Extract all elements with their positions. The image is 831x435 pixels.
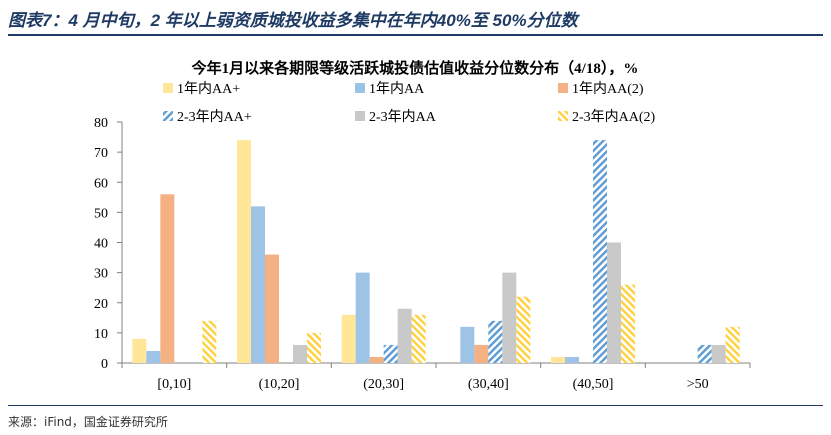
bar bbox=[265, 254, 279, 363]
legend-label: 2-3年内AA bbox=[369, 109, 437, 125]
bars bbox=[132, 140, 740, 363]
legend-label: 1年内AA+ bbox=[177, 81, 240, 97]
chart-title: 今年1月以来各期限等级活跃城投债估值收益分位数分布（4/18），% bbox=[191, 59, 639, 77]
y-tick-label: 30 bbox=[94, 267, 108, 282]
bar bbox=[160, 194, 175, 363]
bar bbox=[711, 344, 726, 363]
y-tick-label: 20 bbox=[94, 297, 108, 312]
bar bbox=[251, 206, 265, 363]
legend-label: 2-3年内AA+ bbox=[177, 109, 252, 125]
bar bbox=[516, 296, 531, 363]
figure-title: 图表7：4 月中旬，2 年以上弱资质城投收益多集中在年内40%至 50%分位数 bbox=[8, 11, 578, 30]
legend-swatch bbox=[355, 83, 365, 93]
bar bbox=[146, 350, 161, 363]
bar bbox=[383, 344, 398, 363]
bar bbox=[460, 326, 475, 363]
bar bbox=[474, 344, 489, 363]
x-tick-label: (30,40] bbox=[468, 377, 509, 392]
y-tick-label: 40 bbox=[94, 237, 108, 252]
bar bbox=[502, 272, 517, 363]
legend-swatch bbox=[163, 111, 173, 121]
y-tick-label: 70 bbox=[94, 146, 108, 161]
legend-swatch bbox=[163, 83, 173, 93]
bar bbox=[697, 344, 712, 363]
legend-swatch bbox=[355, 111, 365, 121]
footer-rule bbox=[8, 405, 823, 406]
bar-chart: 今年1月以来各期限等级活跃城投债估值收益分位数分布（4/18），% 1年内AA+… bbox=[94, 59, 751, 392]
legend-label: 1年内AA bbox=[369, 81, 425, 97]
bar bbox=[202, 320, 217, 363]
legend-swatch bbox=[558, 111, 568, 121]
y-tick-label: 60 bbox=[94, 176, 108, 191]
legend-swatch bbox=[558, 83, 568, 93]
x-tick-label: (10,20] bbox=[259, 377, 300, 392]
title-rule bbox=[8, 34, 823, 36]
bar bbox=[293, 344, 307, 363]
bar bbox=[411, 314, 426, 363]
bar bbox=[397, 308, 412, 363]
bar bbox=[369, 356, 384, 363]
y-tick-label: 50 bbox=[94, 206, 108, 221]
bar bbox=[341, 314, 356, 363]
legend-label: 1年内AA(2) bbox=[572, 81, 644, 97]
x-tick-label: (40,50] bbox=[573, 377, 614, 392]
x-tick-label: (20,30] bbox=[363, 377, 404, 392]
bar bbox=[132, 338, 147, 363]
bar bbox=[551, 356, 565, 363]
bar bbox=[488, 320, 503, 363]
bar bbox=[607, 242, 621, 363]
bar bbox=[593, 140, 607, 363]
bar bbox=[237, 140, 251, 363]
x-tick-label: >50 bbox=[687, 377, 709, 392]
legend: 1年内AA+ 1年内AA 1年内AA(2) 2-3年内AA+ 2-3年内AA 2-3年内A… bbox=[163, 81, 656, 125]
y-tick-label: 10 bbox=[94, 327, 108, 342]
y-tick-label: 0 bbox=[101, 357, 108, 372]
axes: 0 10 20 30 40 50 60 70 80 [0,10] (10,20] (20,30] (30… bbox=[94, 116, 751, 392]
bar bbox=[565, 356, 579, 363]
bar bbox=[621, 284, 635, 363]
y-tick-label: 80 bbox=[94, 116, 108, 131]
source-note: 来源：iFind，国金证券研究所 bbox=[8, 415, 168, 429]
bar bbox=[307, 332, 321, 363]
legend-label: 2-3年内AA(2) bbox=[572, 109, 656, 125]
bar bbox=[725, 326, 740, 363]
x-tick-label: [0,10] bbox=[157, 377, 191, 392]
bar bbox=[355, 272, 370, 363]
